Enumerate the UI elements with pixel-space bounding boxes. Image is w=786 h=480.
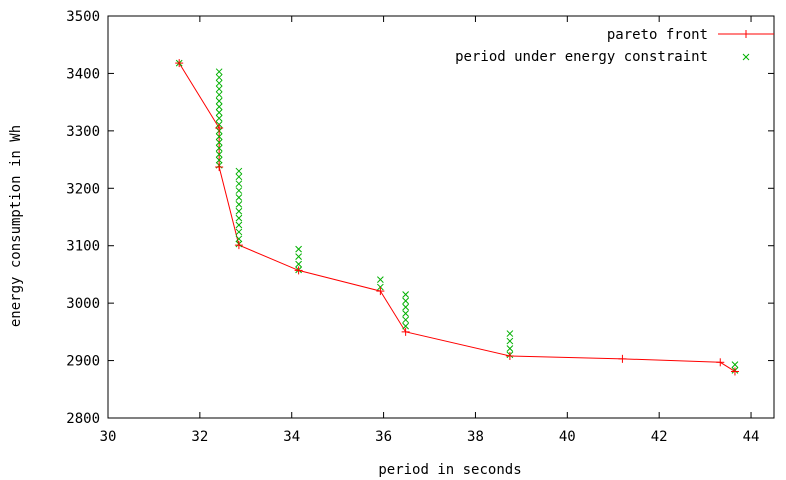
constraint-point — [215, 79, 223, 87]
x-tick-label: 32 — [191, 429, 208, 445]
pareto-point — [175, 59, 184, 68]
constraint-point — [402, 322, 409, 330]
plot-frame — [107, 15, 775, 419]
constraint-point — [295, 253, 302, 260]
constraint-point — [235, 214, 243, 222]
constraint-point — [235, 207, 243, 215]
legend-marker-constraint — [742, 53, 750, 61]
constraint-point — [235, 180, 243, 188]
constraint-point — [235, 194, 243, 201]
constraint-point — [295, 260, 302, 268]
legend-marker-pareto — [742, 30, 750, 38]
constraint-point — [235, 173, 243, 181]
legend: pareto front period under energy constra… — [455, 27, 774, 65]
y-tick-label: 2800 — [66, 411, 100, 427]
constraint-point — [235, 201, 243, 208]
y-tick-label: 3400 — [66, 66, 100, 82]
y-tick-label: 3100 — [66, 239, 100, 255]
constraint-point — [215, 85, 223, 93]
legend-label-pareto: pareto front — [607, 27, 708, 43]
x-tick-label: 30 — [100, 429, 117, 445]
constraint-point — [295, 245, 302, 253]
constraint-point — [215, 138, 223, 146]
pareto-point — [505, 351, 514, 360]
x-tick-label: 42 — [651, 429, 668, 445]
constraint-point — [215, 151, 223, 158]
constraint-point — [377, 276, 384, 283]
constraint-point — [402, 303, 409, 311]
constraint-point — [215, 114, 223, 122]
x-tick-label: 34 — [283, 429, 300, 445]
constraint-point — [215, 109, 223, 116]
constraint-point — [402, 316, 409, 324]
pareto-point — [294, 266, 303, 275]
pareto-point — [401, 327, 410, 336]
constraint-point — [506, 345, 514, 352]
constraint-point — [506, 330, 514, 337]
constraint-point — [215, 144, 223, 152]
pareto-point — [215, 123, 224, 132]
pareto-point — [376, 287, 385, 296]
constraint-point — [215, 133, 223, 140]
y-tick-label: 3200 — [66, 181, 100, 197]
constraint-point — [377, 283, 384, 291]
series-layer — [175, 59, 739, 376]
y-tick-label: 3300 — [66, 124, 100, 140]
constraint-point — [731, 361, 739, 368]
x-tick-labels: 30 32 34 36 38 40 42 44 — [100, 429, 760, 445]
constraint-point — [402, 291, 409, 298]
x-tick-label: 44 — [743, 429, 760, 445]
constraint-point — [215, 156, 223, 164]
x-tick-label: 38 — [467, 429, 484, 445]
x-tick-label: 36 — [375, 429, 392, 445]
constraint-point — [235, 167, 243, 175]
constraint-point — [215, 97, 223, 105]
pareto-point — [618, 354, 627, 363]
constraint-point — [215, 103, 223, 111]
legend-label-constraint: period under energy constraint — [455, 49, 708, 65]
constraint-point — [235, 221, 243, 229]
tick-marks — [107, 15, 774, 419]
pareto-front-line — [178, 62, 736, 372]
y-tick-label: 2900 — [66, 354, 100, 370]
constraint-point — [215, 68, 223, 76]
pareto-point — [234, 241, 243, 250]
pareto-point — [730, 367, 739, 376]
pareto-point — [716, 358, 725, 367]
x-axis-label: period in seconds — [378, 462, 521, 478]
constraint-point — [402, 310, 409, 317]
constraint-point — [506, 337, 514, 345]
y-axis-label: energy consumption in Wh — [8, 125, 24, 327]
constraint-point — [215, 74, 223, 81]
x-tick-label: 40 — [559, 429, 576, 445]
pareto-point — [215, 163, 224, 172]
y-tick-label: 3500 — [66, 9, 100, 25]
y-tick-labels: 2800 2900 3000 3100 3200 3300 3400 3500 — [66, 9, 100, 427]
constraint-point — [235, 228, 243, 236]
legend-plus-marker — [742, 30, 750, 38]
constraint-point — [402, 297, 409, 305]
constraint-point — [235, 187, 243, 194]
constraint-point — [235, 235, 243, 243]
legend-x-marker — [742, 53, 750, 61]
constraint-point — [215, 91, 223, 99]
y-tick-label: 3000 — [66, 296, 100, 312]
